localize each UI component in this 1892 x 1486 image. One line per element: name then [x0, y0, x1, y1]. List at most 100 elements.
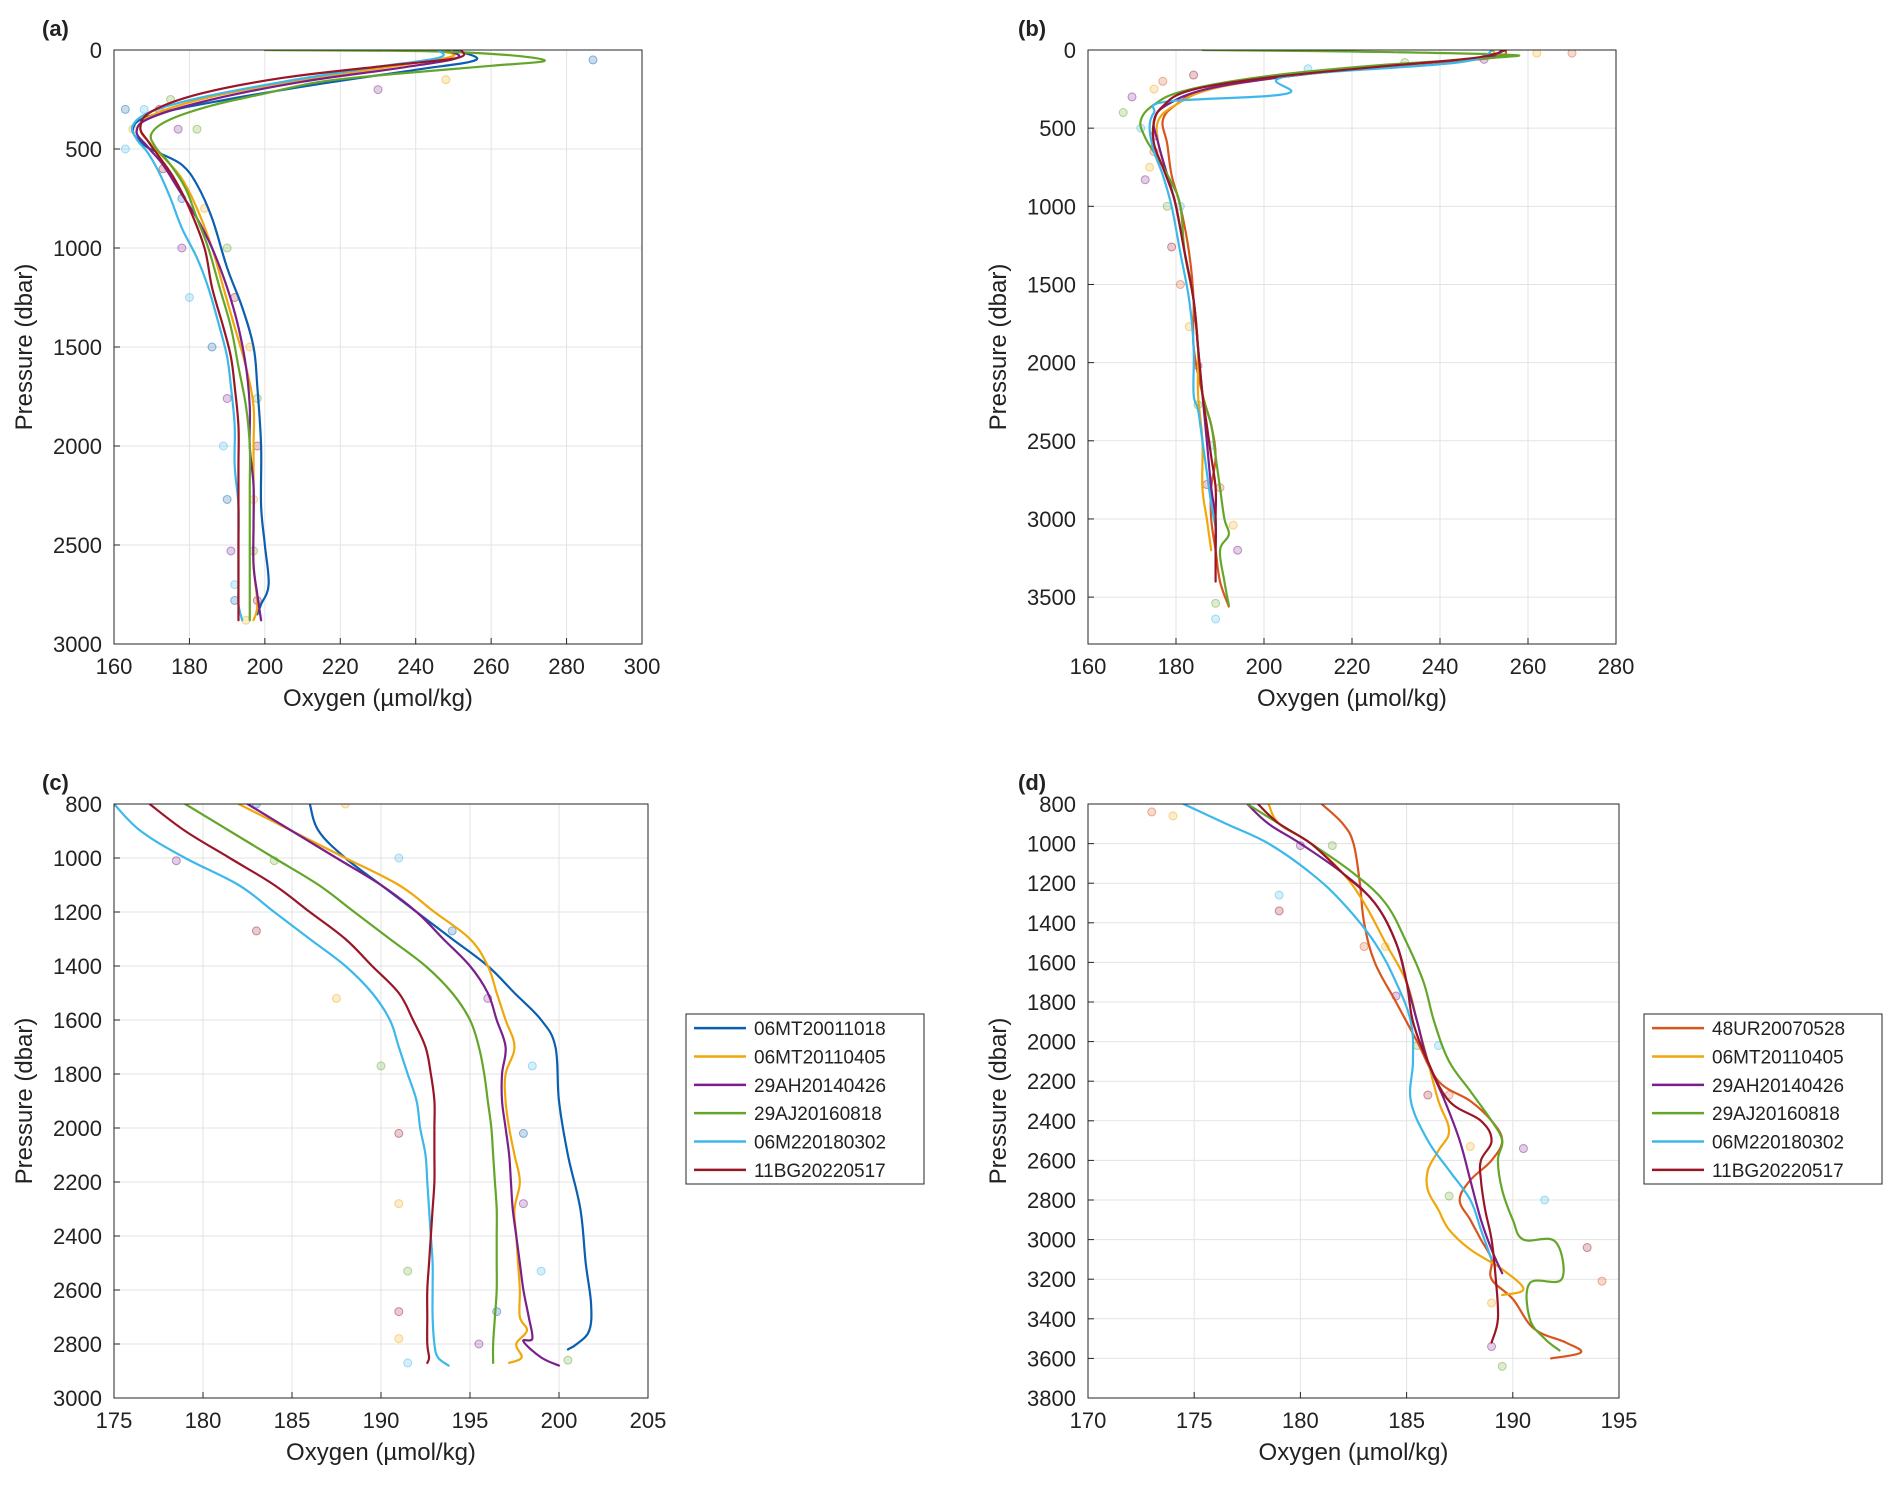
scatter-point [1540, 1195, 1550, 1205]
y-tick-label: 1000 [53, 236, 102, 261]
scatter-point [394, 1128, 404, 1138]
y-tick-label: 1500 [53, 335, 102, 360]
scatter-point [120, 144, 130, 154]
scatter-point [1465, 1142, 1475, 1152]
scatter-point [1158, 76, 1168, 86]
scatter-point [447, 926, 457, 936]
x-tick-label: 175 [1176, 1408, 1213, 1433]
scatter-point [1487, 1298, 1497, 1308]
x-tick-label: 190 [1494, 1408, 1531, 1433]
scatter-point [222, 494, 232, 504]
legend-label: 29AJ20160818 [754, 1104, 882, 1125]
y-tick-label: 1800 [53, 1062, 102, 1087]
y-tick-label: 2500 [53, 533, 102, 558]
y-tick-label: 3000 [1027, 1228, 1076, 1253]
x-tick-label: 195 [1601, 1408, 1638, 1433]
y-tick-label: 500 [65, 137, 102, 162]
scatter-point [1444, 1191, 1454, 1201]
legend-label: 06M220180302 [754, 1133, 886, 1154]
series-line-06M220180302 [1182, 804, 1493, 1261]
x-tick-label: 180 [171, 654, 208, 679]
series-line-11BG20220517 [148, 804, 436, 1364]
x-tick-label: 200 [541, 1408, 578, 1433]
series-line-11BG20220517 [1256, 804, 1500, 1344]
scatter-point [177, 243, 187, 253]
scatter-point [1274, 906, 1284, 916]
x-tick-label: 185 [274, 1408, 311, 1433]
x-tick-label: 175 [96, 1408, 133, 1433]
y-tick-label: 0 [1064, 38, 1076, 63]
panel-b: 160 180 200 220 240 260 280 0 500 1000 1500 2000 250… [985, 16, 1634, 712]
series-line-06M220180302 [1148, 50, 1494, 528]
legend-label: 29AH20140426 [754, 1076, 886, 1097]
scatter-point [394, 1199, 404, 1209]
x-axis-label: Oxygen (µmol/kg) [1257, 685, 1447, 712]
scatter-point [192, 124, 202, 134]
scatter-point [1582, 1243, 1592, 1253]
y-axis-label: Pressure (dbar) [11, 264, 38, 431]
legend: 06MT20011018 06MT20110405 29AH20140426 29AJ… [685, 1013, 925, 1185]
legend-label: 06MT20110405 [1712, 1048, 1844, 1069]
y-tick-label: 1000 [1027, 194, 1076, 219]
scatter-point [373, 85, 383, 95]
plot-data [1118, 50, 1577, 624]
x-tick-label: 260 [473, 654, 510, 679]
scatter-point [1175, 279, 1185, 289]
scatter-point [1211, 598, 1221, 608]
x-tick-label: 185 [1388, 1408, 1425, 1433]
y-tick-label: 1600 [53, 1008, 102, 1033]
plot-data [1147, 804, 1607, 1371]
y-tick-label: 1000 [53, 846, 102, 871]
scatter-point [1327, 841, 1337, 851]
scatter-point [1423, 1090, 1433, 1100]
x-tick-label: 300 [624, 654, 661, 679]
legend-label: 29AJ20160818 [1712, 1104, 1840, 1125]
x-tick-label: 180 [1158, 654, 1195, 679]
series-line-48UR20070528 [1320, 804, 1583, 1360]
x-tick-label: 180 [1282, 1408, 1319, 1433]
x-tick-label: 220 [322, 654, 359, 679]
legend-label: 29AH20140426 [1712, 1076, 1844, 1097]
scatter-point [1567, 50, 1577, 58]
scatter-point [251, 926, 261, 936]
scatter-point [1597, 1276, 1607, 1286]
series-line-29AH20140426 [246, 804, 561, 1367]
y-tick-label: 3000 [53, 632, 102, 657]
scatter-point [173, 124, 183, 134]
x-axis-label: Oxygen (µmol/kg) [286, 1439, 476, 1466]
scatter-point [536, 1266, 546, 1276]
x-tick-label: 195 [452, 1408, 489, 1433]
scatter-point [139, 104, 149, 114]
y-tick-label: 2200 [53, 1170, 102, 1195]
series-line-06MT20110405 [237, 804, 529, 1364]
x-tick-label: 190 [363, 1408, 400, 1433]
scatter-point [394, 853, 404, 863]
y-tick-label: 2800 [53, 1332, 102, 1357]
y-tick-label: 3500 [1027, 585, 1076, 610]
y-tick-label: 500 [1039, 116, 1076, 141]
panel-d: 170 175 180 185 190 195 800 1000 1200 1400 1600 180… [985, 770, 1883, 1466]
scatter-point [394, 1334, 404, 1344]
scatter-point [1487, 1342, 1497, 1352]
series-line-06M220180302 [114, 804, 450, 1367]
scatter-point [222, 393, 232, 403]
scatter-point [340, 804, 350, 809]
y-tick-label: 2000 [53, 1116, 102, 1141]
x-tick-label: 205 [630, 1408, 667, 1433]
scatter-point [222, 243, 232, 253]
scatter-point [1140, 175, 1150, 185]
legend-label: 11BG20220517 [754, 1161, 886, 1182]
y-tick-label: 1200 [53, 900, 102, 925]
x-tick-label: 240 [1422, 654, 1459, 679]
y-tick-label: 1800 [1027, 990, 1076, 1015]
plot-area [1088, 804, 1619, 1398]
scatter-point [1189, 70, 1199, 80]
scatter-point [184, 293, 194, 302]
scatter-point [1149, 84, 1159, 94]
panel-c: 175 180 185 190 195 200 205 800 1000 1200 1400 1600… [11, 770, 925, 1466]
series-line-29AJ20160818 [1246, 804, 1565, 1352]
y-axis-label: Pressure (dbar) [11, 1018, 38, 1185]
scatter-point [1145, 162, 1155, 172]
scatter-point [492, 1307, 502, 1317]
